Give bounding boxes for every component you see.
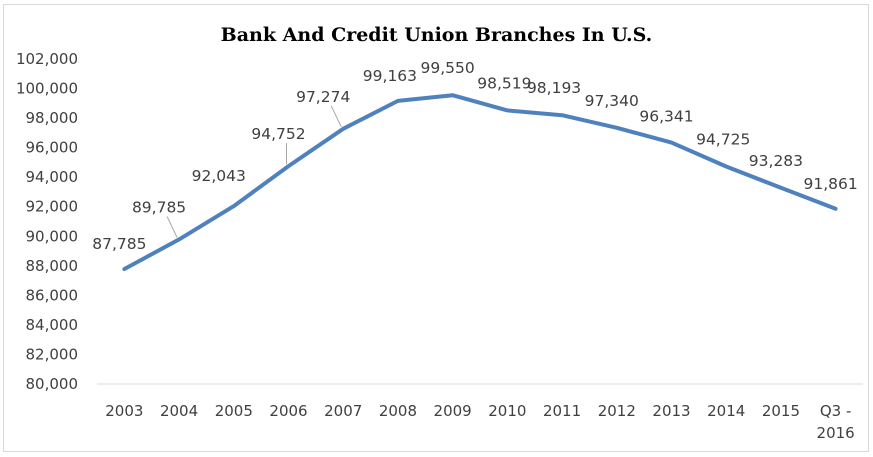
x-tick-label: 2012 xyxy=(598,402,636,420)
data-label: 93,283 xyxy=(749,152,803,170)
data-label: 94,725 xyxy=(696,130,750,148)
x-tick-label: Q3 -2016 xyxy=(817,402,855,442)
x-tick-label: 2005 xyxy=(215,402,253,420)
y-tick-label: 84,000 xyxy=(26,316,79,334)
y-tick-label: 80,000 xyxy=(26,375,79,393)
y-tick-label: 94,000 xyxy=(26,168,79,186)
series-line xyxy=(122,93,838,271)
leader-line xyxy=(166,216,178,238)
data-label: 99,163 xyxy=(363,67,417,85)
x-tick-label: 2008 xyxy=(379,402,417,420)
y-tick-label: 96,000 xyxy=(26,139,79,157)
x-tick-label: 2013 xyxy=(652,402,690,420)
data-labels: 87,785 89,785 92,043 94,752 97,274 99,163 99,5… xyxy=(92,59,858,253)
y-tick-label: 88,000 xyxy=(26,257,79,275)
data-label: 97,340 xyxy=(585,92,639,110)
x-tick-label: 2011 xyxy=(543,402,581,420)
data-label: 97,274 xyxy=(296,88,350,106)
y-tick-label: 90,000 xyxy=(26,227,79,245)
x-tick-label: 2010 xyxy=(488,402,526,420)
x-tick-label: 2014 xyxy=(707,402,745,420)
data-label: 91,861 xyxy=(804,175,858,193)
x-tick-label: 2003 xyxy=(105,402,143,420)
y-axis-ticks: 80,000 82,000 84,000 86,000 88,000 90,000 92,0… xyxy=(16,50,78,393)
y-tick-label: 102,000 xyxy=(16,50,78,68)
x-tick-label: 2007 xyxy=(324,402,362,420)
y-tick-label: 98,000 xyxy=(26,109,79,127)
x-tick-label: 2009 xyxy=(434,402,472,420)
y-tick-label: 82,000 xyxy=(26,345,79,363)
data-label: 96,341 xyxy=(639,108,693,126)
data-label: 99,550 xyxy=(421,59,475,77)
chart-title: Bank And Credit Union Branches In U.S. xyxy=(220,24,653,46)
x-tick-label: 2004 xyxy=(160,402,198,420)
data-label: 87,785 xyxy=(92,235,146,253)
data-label: 98,193 xyxy=(527,79,581,97)
x-tick-label: 2015 xyxy=(762,402,800,420)
data-label: 94,752 xyxy=(251,125,305,143)
x-tick-label: 2006 xyxy=(269,402,307,420)
y-tick-label: 100,000 xyxy=(16,80,78,98)
data-label: 89,785 xyxy=(132,198,186,216)
data-label: 98,519 xyxy=(477,74,531,92)
label-leader-lines xyxy=(166,105,342,238)
y-tick-label: 92,000 xyxy=(26,198,79,216)
chart-frame xyxy=(3,4,869,452)
x-axis-ticks: 2003 2004 2005 2006 2007 2008 2009 2010 2011 2012… xyxy=(105,402,854,442)
leader-line xyxy=(330,105,342,128)
y-tick-label: 86,000 xyxy=(26,286,79,304)
data-label: 92,043 xyxy=(192,167,246,185)
